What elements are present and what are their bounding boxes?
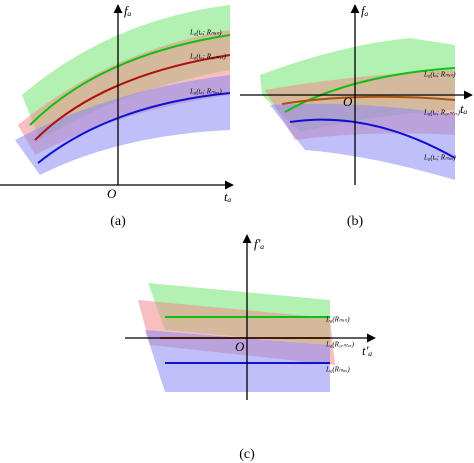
x-axis-label: t′ₐ <box>362 343 372 358</box>
x-axis-label: tₐ <box>460 101 468 116</box>
panel-b: fₐ tₐ O L₀(tₐ; Rₘᵢₙ) L₀(tₐ; R꜀ₑₙₜₑᵣ) L₀(… <box>240 3 473 229</box>
panel-c: f′ₐ t′ₐ O L₀(Rₘᵢₙ) L₀(R꜀ₑₙₜₑᵣ) L₀(Rₘₐₓ) … <box>125 234 376 462</box>
curve-red <box>281 95 456 105</box>
band-blue <box>15 75 230 175</box>
curve-label: L₀(Rₘₐₓ) <box>325 366 350 374</box>
y-axis-label: fₐ <box>361 3 369 18</box>
origin-label: O <box>235 339 245 354</box>
curve-red <box>34 54 231 141</box>
origin-label: O <box>107 186 117 201</box>
y-axis-label: f′ₐ <box>254 236 264 251</box>
curve-label: L₀(tₐ; R꜀ₑₙₜₑᵣ) <box>423 109 461 117</box>
curve-label: L₀(tₐ; Rₘᵢₙ) <box>423 71 456 79</box>
curve-label: L₀(tₐ; Rₘᵢₙ) <box>189 29 222 37</box>
curve-label: L₀(Rₘᵢₙ) <box>325 316 350 324</box>
caption: (a) <box>110 214 126 229</box>
caption: (c) <box>239 447 255 462</box>
curve-label: L₀(tₐ; Rₘₐₓ) <box>189 88 222 96</box>
curve-green <box>29 34 231 126</box>
curve-label: L₀(tₐ; R꜀ₑₙₜₑᵣ) <box>189 53 227 61</box>
caption: (b) <box>347 214 364 229</box>
panel-a: fₐ tₐ O L₀(tₐ; Rₘᵢₙ) L₀(tₐ; R꜀ₑₙₜₑᵣ) L₀(… <box>0 3 234 229</box>
curve-blue <box>289 118 456 159</box>
x-axis-label: tₐ <box>224 189 232 204</box>
curve-label: L₀(R꜀ₑₙₜₑᵣ) <box>325 341 355 349</box>
curve-green <box>284 67 456 113</box>
curve-blue <box>37 92 231 164</box>
band-blue <box>145 330 330 392</box>
y-axis-label: fₐ <box>124 3 132 18</box>
curve-label: L₀(tₐ; Rₘₐₓ) <box>423 154 456 162</box>
band-blue <box>270 103 455 180</box>
origin-label: O <box>343 94 353 109</box>
